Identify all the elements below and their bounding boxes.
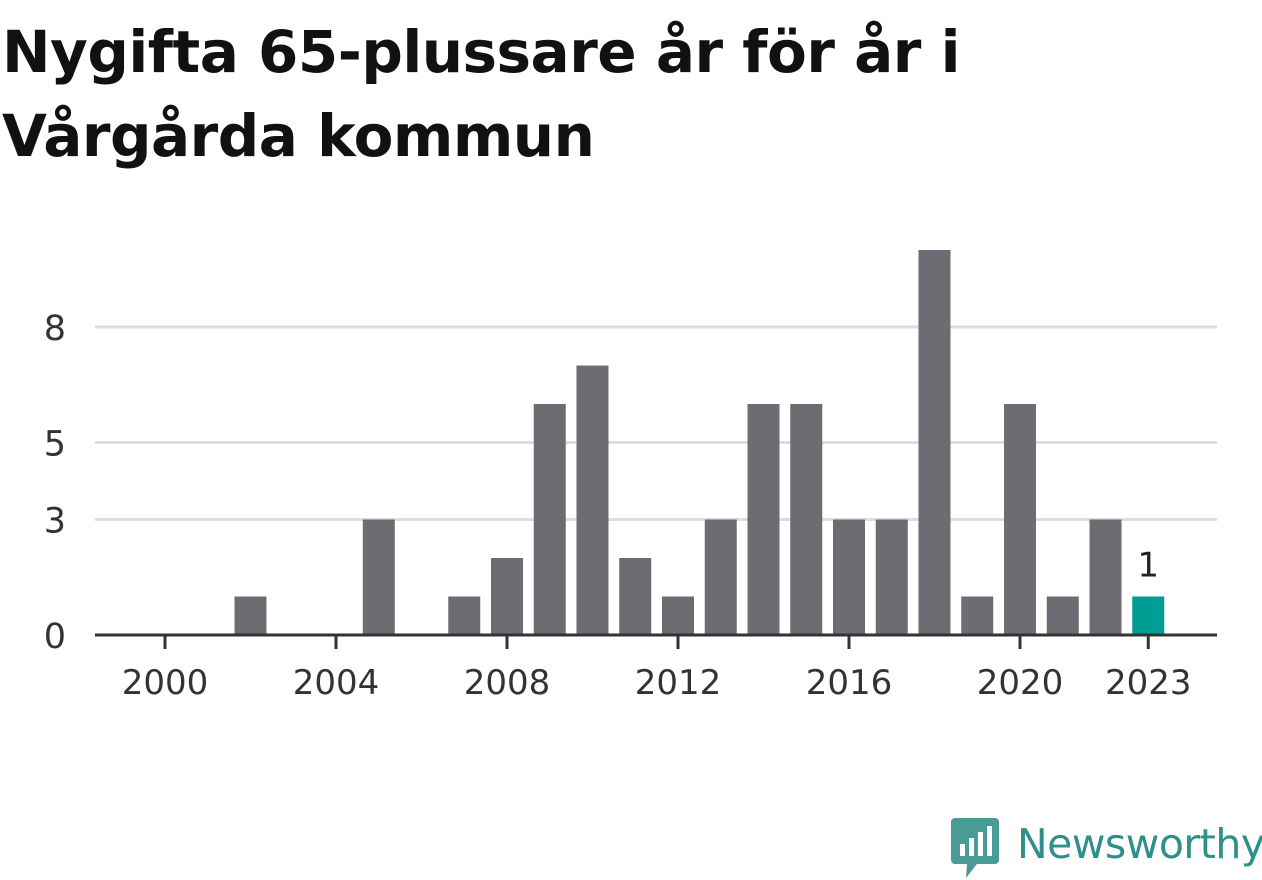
x-tick-label: 2012 — [635, 663, 722, 703]
axes — [95, 633, 1217, 649]
labels: 0 3 5 8 2000 2004 2008 2012 2016 2020 2023 1 — [44, 309, 1192, 703]
data-label: 1 — [1137, 546, 1159, 586]
y-tick-label: 8 — [44, 309, 66, 349]
bar-2010 — [576, 365, 609, 635]
bar-2011 — [619, 558, 652, 635]
bar-2009 — [533, 404, 566, 635]
bar-2019 — [961, 596, 994, 635]
bar-2020 — [1004, 404, 1036, 635]
x-tick-label: 2004 — [293, 663, 380, 703]
bar-2022 — [1089, 519, 1122, 635]
bar-2021 — [1046, 596, 1079, 635]
y-tick-label: 5 — [44, 425, 66, 465]
bar-2013 — [704, 519, 737, 635]
newsworthy-logo-icon — [951, 818, 999, 878]
x-tick-label: 2023 — [1105, 663, 1192, 703]
bar-2023 — [1132, 596, 1165, 635]
bar-2002 — [234, 596, 267, 635]
bar-2017 — [875, 519, 908, 635]
bar-2012 — [662, 596, 694, 635]
x-tick-label: 2016 — [806, 663, 893, 703]
bar-2007 — [448, 596, 481, 635]
bar-2016 — [833, 519, 865, 635]
x-tick-label: 2020 — [977, 663, 1064, 703]
newsworthy-logo: Newsworthy — [951, 818, 1262, 880]
logo-text: Newsworthy — [1017, 820, 1262, 868]
chart-title: Nygifta 65-plussare år för år i Vårgårda… — [2, 18, 960, 170]
gridlines — [95, 325, 1217, 521]
bar-2014 — [747, 404, 780, 635]
bar-2015 — [790, 404, 823, 635]
bars — [234, 250, 1165, 635]
bar-2018 — [918, 250, 951, 635]
y-tick-label: 3 — [44, 502, 66, 542]
y-tick-label: 0 — [44, 617, 66, 657]
bar-2005 — [362, 519, 395, 635]
x-tick-label: 2008 — [464, 663, 551, 703]
x-tick-label: 2000 — [122, 663, 209, 703]
bar-2008 — [491, 558, 523, 635]
